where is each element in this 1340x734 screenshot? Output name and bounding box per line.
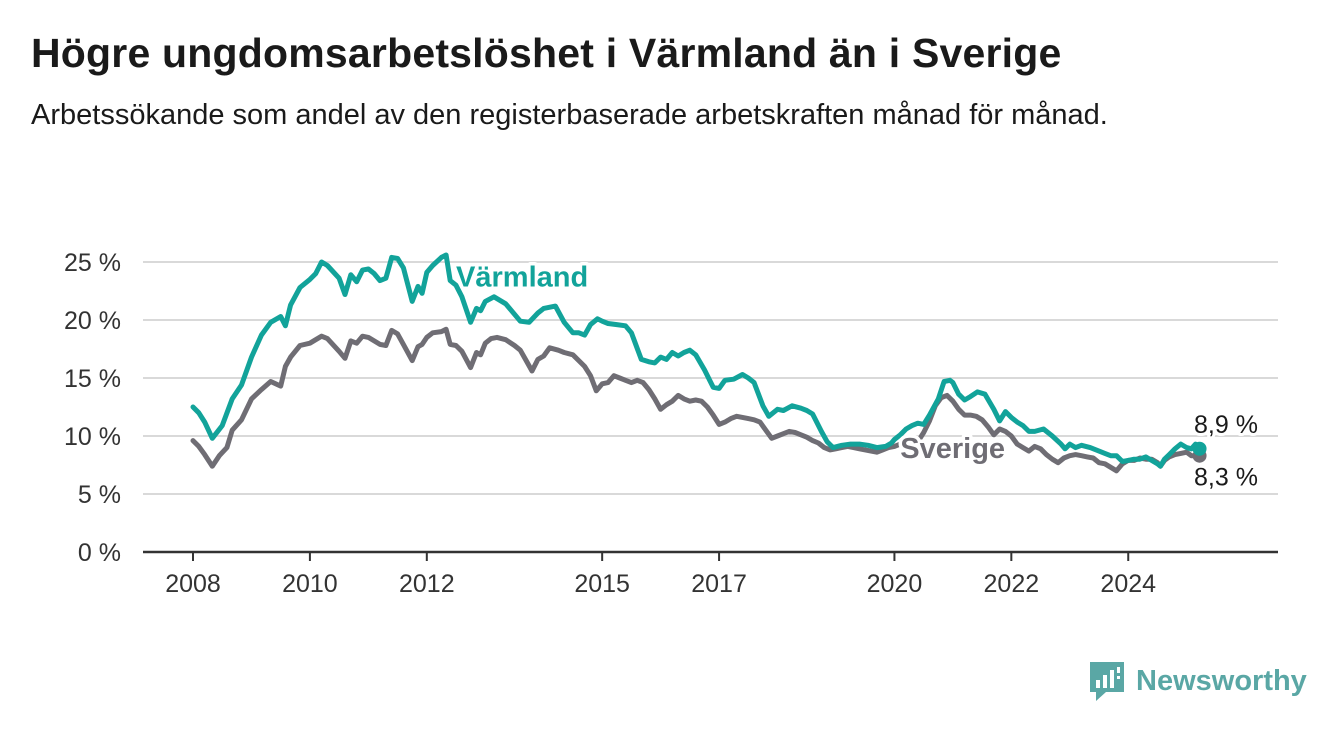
brand: Newsworthy bbox=[1088, 660, 1307, 702]
y-tick-label: 10 % bbox=[64, 423, 121, 451]
end-value-label-värmland: 8,9 % bbox=[1194, 411, 1258, 439]
x-tick-label: 2012 bbox=[399, 570, 455, 598]
y-tick-label: 0 % bbox=[78, 539, 121, 567]
newsworthy-logo-icon bbox=[1090, 662, 1124, 701]
x-tick-label: 2008 bbox=[165, 570, 221, 598]
series-labels: Värmland Sverige 8,9 % 8,3 % bbox=[453, 258, 1261, 495]
x-tick-label: 2015 bbox=[574, 570, 630, 598]
end-value-label-sverige: 8,3 % bbox=[1194, 464, 1258, 492]
series-line-värmland bbox=[190, 252, 1203, 469]
y-tick-label: 20 % bbox=[64, 307, 121, 335]
y-tick-label: 5 % bbox=[78, 481, 121, 509]
y-tick-label: 25 % bbox=[64, 249, 121, 277]
chart-subtitle: Arbetssökande som andel av den registerb… bbox=[31, 99, 1108, 131]
x-tick-label: 2020 bbox=[867, 570, 923, 598]
x-tick-label: 2024 bbox=[1100, 570, 1156, 598]
x-tick-label: 2017 bbox=[691, 570, 747, 598]
series-end-point-värmland bbox=[1192, 441, 1207, 456]
y-axis-ticks: 0 % 5 % 10 % 15 % 20 % 25 % bbox=[64, 249, 121, 567]
series-label-värmland: Värmland bbox=[456, 261, 588, 293]
brand-name: Newsworthy bbox=[1136, 664, 1307, 697]
x-axis: 2008 2010 2012 2015 2017 2020 2022 2024 bbox=[143, 550, 1278, 598]
series-line-sverige bbox=[190, 326, 1203, 474]
series-lines bbox=[190, 252, 1207, 474]
series-label-sverige: Sverige bbox=[900, 433, 1005, 465]
chart-title: Högre ungdomsarbetslöshet i Värmland än … bbox=[31, 30, 1062, 76]
x-tick-label: 2022 bbox=[984, 570, 1040, 598]
y-tick-label: 15 % bbox=[64, 365, 121, 393]
x-tick-label: 2010 bbox=[282, 570, 338, 598]
